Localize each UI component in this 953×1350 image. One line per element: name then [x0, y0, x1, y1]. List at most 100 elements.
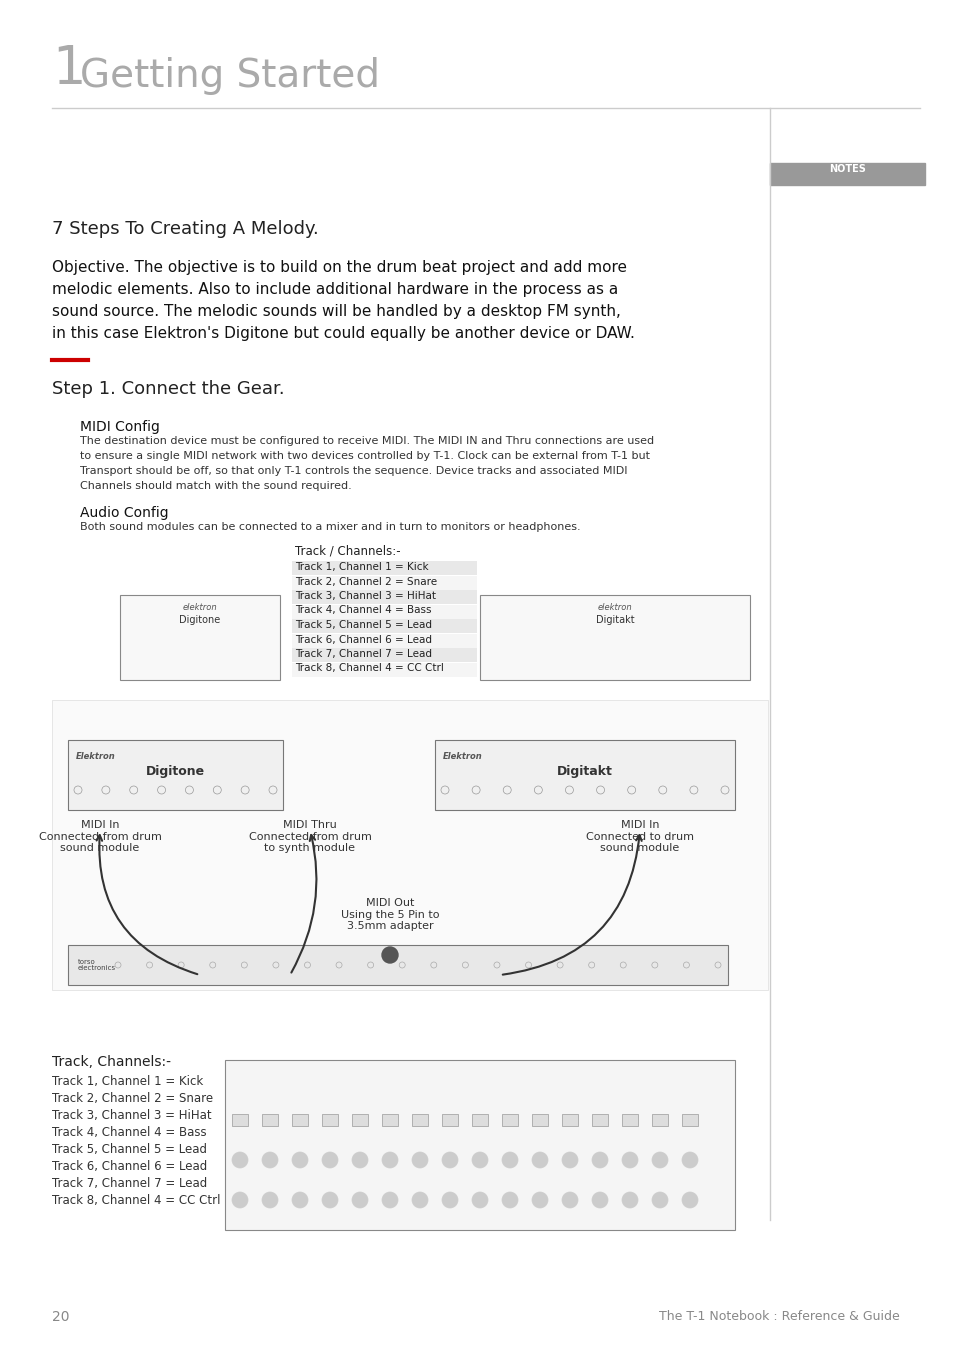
Bar: [441, 1114, 457, 1126]
Text: Elektron: Elektron: [442, 752, 482, 761]
Bar: [479, 595, 749, 680]
Bar: [52, 701, 767, 990]
Text: MIDI In
Connected to drum
sound module: MIDI In Connected to drum sound module: [585, 819, 693, 853]
Text: Audio Config: Audio Config: [80, 506, 169, 520]
Text: NOTES: NOTES: [829, 163, 865, 174]
Text: Track 2, Channel 2 = Snare: Track 2, Channel 2 = Snare: [52, 1092, 213, 1106]
Circle shape: [292, 1192, 308, 1208]
Circle shape: [381, 946, 397, 963]
Text: Track 4, Channel 4 = Bass: Track 4, Channel 4 = Bass: [294, 606, 431, 616]
Bar: [501, 1114, 517, 1126]
Circle shape: [232, 1152, 248, 1168]
Circle shape: [621, 1192, 638, 1208]
Circle shape: [262, 1152, 277, 1168]
Bar: [292, 575, 476, 590]
Circle shape: [592, 1152, 607, 1168]
Bar: [561, 1114, 578, 1126]
Circle shape: [381, 1152, 397, 1168]
Circle shape: [681, 1152, 698, 1168]
Text: Track, Channels:-: Track, Channels:-: [52, 1054, 171, 1069]
Bar: [381, 1114, 397, 1126]
Text: to ensure a single MIDI network with two devices controlled by T-1. Clock can be: to ensure a single MIDI network with two…: [80, 451, 649, 460]
Text: Digitone: Digitone: [146, 765, 205, 778]
Bar: [292, 620, 476, 633]
Text: Digitakt: Digitakt: [595, 616, 634, 625]
Text: Track 6, Channel 6 = Lead: Track 6, Channel 6 = Lead: [294, 634, 432, 644]
Bar: [472, 1114, 488, 1126]
Circle shape: [441, 1192, 457, 1208]
Text: Track 1, Channel 1 = Kick: Track 1, Channel 1 = Kick: [52, 1075, 203, 1088]
Circle shape: [681, 1192, 698, 1208]
Text: 1: 1: [52, 43, 86, 95]
Text: Track 7, Channel 7 = Lead: Track 7, Channel 7 = Lead: [52, 1177, 207, 1189]
Circle shape: [412, 1152, 428, 1168]
Bar: [532, 1114, 547, 1126]
Bar: [292, 648, 476, 662]
Circle shape: [412, 1192, 428, 1208]
Bar: [292, 1114, 308, 1126]
Text: Track 3, Channel 3 = HiHat: Track 3, Channel 3 = HiHat: [52, 1108, 212, 1122]
Bar: [292, 605, 476, 618]
Text: elektron: elektron: [182, 603, 217, 612]
Bar: [225, 1060, 734, 1230]
Circle shape: [651, 1192, 667, 1208]
Circle shape: [322, 1152, 337, 1168]
Text: Track 7, Channel 7 = Lead: Track 7, Channel 7 = Lead: [294, 649, 432, 659]
Bar: [262, 1114, 277, 1126]
Text: The destination device must be configured to receive MIDI. The MIDI IN and Thru : The destination device must be configure…: [80, 436, 654, 446]
Bar: [412, 1114, 428, 1126]
Circle shape: [322, 1192, 337, 1208]
Text: Track 1, Channel 1 = Kick: Track 1, Channel 1 = Kick: [294, 562, 428, 572]
Text: Elektron: Elektron: [76, 752, 115, 761]
Text: Digitone: Digitone: [179, 616, 220, 625]
Text: Track 5, Channel 5 = Lead: Track 5, Channel 5 = Lead: [52, 1143, 207, 1156]
Circle shape: [532, 1192, 547, 1208]
Text: Track 6, Channel 6 = Lead: Track 6, Channel 6 = Lead: [52, 1160, 207, 1173]
Text: 7 Steps To Creating A Melody.: 7 Steps To Creating A Melody.: [52, 220, 318, 238]
Bar: [435, 740, 734, 810]
Text: MIDI Config: MIDI Config: [80, 420, 160, 433]
Text: Getting Started: Getting Started: [80, 57, 379, 94]
Circle shape: [621, 1152, 638, 1168]
Bar: [352, 1114, 368, 1126]
Bar: [292, 562, 476, 575]
Circle shape: [651, 1152, 667, 1168]
Text: Both sound modules can be connected to a mixer and in turn to monitors or headph: Both sound modules can be connected to a…: [80, 522, 580, 532]
Text: MIDI In
Connected from drum
sound module: MIDI In Connected from drum sound module: [38, 819, 161, 853]
Circle shape: [262, 1192, 277, 1208]
Bar: [292, 663, 476, 676]
Text: Track / Channels:-: Track / Channels:-: [294, 545, 400, 558]
Text: melodic elements. Also to include additional hardware in the process as a: melodic elements. Also to include additi…: [52, 282, 618, 297]
Circle shape: [592, 1192, 607, 1208]
Bar: [232, 1114, 248, 1126]
Text: sound source. The melodic sounds will be handled by a desktop FM synth,: sound source. The melodic sounds will be…: [52, 304, 620, 319]
Circle shape: [501, 1152, 517, 1168]
Text: Track 5, Channel 5 = Lead: Track 5, Channel 5 = Lead: [294, 620, 432, 630]
Circle shape: [441, 1152, 457, 1168]
Text: Channels should match with the sound required.: Channels should match with the sound req…: [80, 481, 352, 491]
Text: The T-1 Notebook : Reference & Guide: The T-1 Notebook : Reference & Guide: [659, 1310, 899, 1323]
Text: Track 8, Channel 4 = CC Ctrl: Track 8, Channel 4 = CC Ctrl: [52, 1193, 220, 1207]
Circle shape: [561, 1152, 578, 1168]
Circle shape: [532, 1152, 547, 1168]
Circle shape: [472, 1192, 488, 1208]
Bar: [292, 590, 476, 603]
Circle shape: [352, 1192, 368, 1208]
Text: 20: 20: [52, 1310, 70, 1324]
Circle shape: [501, 1192, 517, 1208]
Bar: [68, 945, 727, 985]
Text: in this case Elektron's Digitone but could equally be another device or DAW.: in this case Elektron's Digitone but cou…: [52, 325, 634, 342]
Bar: [68, 740, 283, 810]
Bar: [681, 1114, 698, 1126]
Text: Track 4, Channel 4 = Bass: Track 4, Channel 4 = Bass: [52, 1126, 207, 1139]
Text: MIDI Thru
Connected from drum
to synth module: MIDI Thru Connected from drum to synth m…: [249, 819, 371, 853]
Text: elektron: elektron: [598, 603, 632, 612]
Circle shape: [472, 1152, 488, 1168]
Bar: [621, 1114, 638, 1126]
Bar: [292, 633, 476, 648]
Bar: [322, 1114, 337, 1126]
Text: Track 8, Channel 4 = CC Ctrl: Track 8, Channel 4 = CC Ctrl: [294, 663, 443, 674]
Text: Track 3, Channel 3 = HiHat: Track 3, Channel 3 = HiHat: [294, 591, 436, 601]
Circle shape: [561, 1192, 578, 1208]
Text: Step 1. Connect the Gear.: Step 1. Connect the Gear.: [52, 379, 284, 398]
